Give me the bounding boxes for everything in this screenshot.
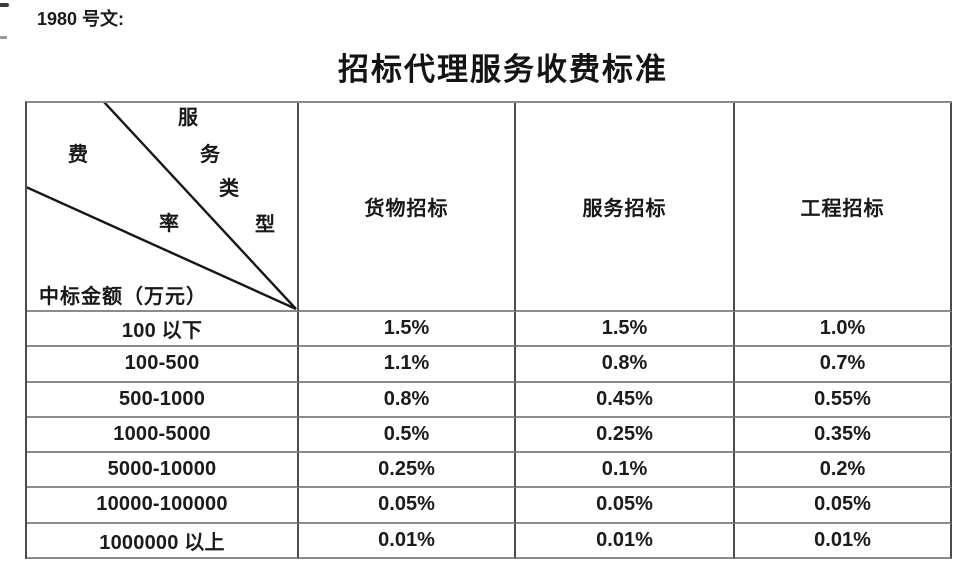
- corner-label-bid-amount: 中标金额（万元）: [39, 286, 207, 308]
- rate-value: 1.5%: [516, 312, 735, 348]
- diagonal-divider-lines: [27, 103, 297, 310]
- column-header-service-bidding: 服务招标: [516, 103, 735, 312]
- rate-value: 0.45%: [516, 382, 735, 418]
- rate-value: 1.1%: [299, 347, 516, 383]
- row-range-label: 1000-5000: [27, 417, 299, 454]
- corner-label-type-char: 类: [219, 178, 240, 200]
- rate-value: 0.25%: [299, 453, 516, 489]
- corner-label-service-char: 服: [178, 107, 199, 129]
- row-range-label: 1000000 以上: [27, 523, 299, 559]
- column-header-goods-bidding: 货物招标: [299, 103, 516, 312]
- fee-rate-table: 费 率 服 务 类 型 中标金额（万元） 货物招标 服务招标 工程招标 100 …: [25, 101, 952, 559]
- rate-value: 0.01%: [299, 523, 516, 559]
- rate-value: 0.01%: [735, 523, 952, 559]
- page-title: 招标代理服务收费标准: [338, 52, 668, 87]
- rate-value: 0.05%: [299, 488, 516, 524]
- rate-value: 0.55%: [735, 382, 952, 418]
- doc-reference-number: 1980 号文:: [37, 9, 125, 29]
- rate-value: 0.05%: [735, 488, 952, 524]
- column-header-engineering-bidding: 工程招标: [735, 103, 952, 312]
- rate-value: 0.5%: [299, 417, 516, 454]
- rate-value: 0.01%: [516, 523, 735, 559]
- table-corner-cell: 费 率 服 务 类 型 中标金额（万元）: [27, 103, 299, 312]
- rate-value: 0.7%: [735, 347, 952, 383]
- rate-value: 0.25%: [516, 417, 735, 454]
- rate-value: 1.5%: [299, 312, 516, 348]
- corner-label-type-char: 型: [255, 214, 276, 236]
- row-range-label: 100-500: [27, 347, 299, 383]
- rate-value: 0.35%: [735, 417, 952, 454]
- rate-value: 0.2%: [735, 453, 952, 489]
- scan-artifact-mark: [0, 36, 7, 39]
- scan-artifact-mark: [0, 3, 9, 7]
- rate-value: 1.0%: [735, 312, 952, 348]
- rate-value: 0.05%: [516, 488, 735, 524]
- rate-value: 0.8%: [299, 382, 516, 418]
- corner-label-service-char: 务: [200, 144, 221, 166]
- row-range-label: 5000-10000: [27, 453, 299, 489]
- row-range-label: 10000-100000: [27, 488, 299, 524]
- rate-value: 0.8%: [516, 347, 735, 383]
- row-range-label: 500-1000: [27, 382, 299, 418]
- corner-label-rate-char: 率: [159, 213, 180, 235]
- row-range-label: 100 以下: [27, 312, 299, 348]
- rate-value: 0.1%: [516, 453, 735, 489]
- corner-label-fee-char: 费: [68, 144, 89, 166]
